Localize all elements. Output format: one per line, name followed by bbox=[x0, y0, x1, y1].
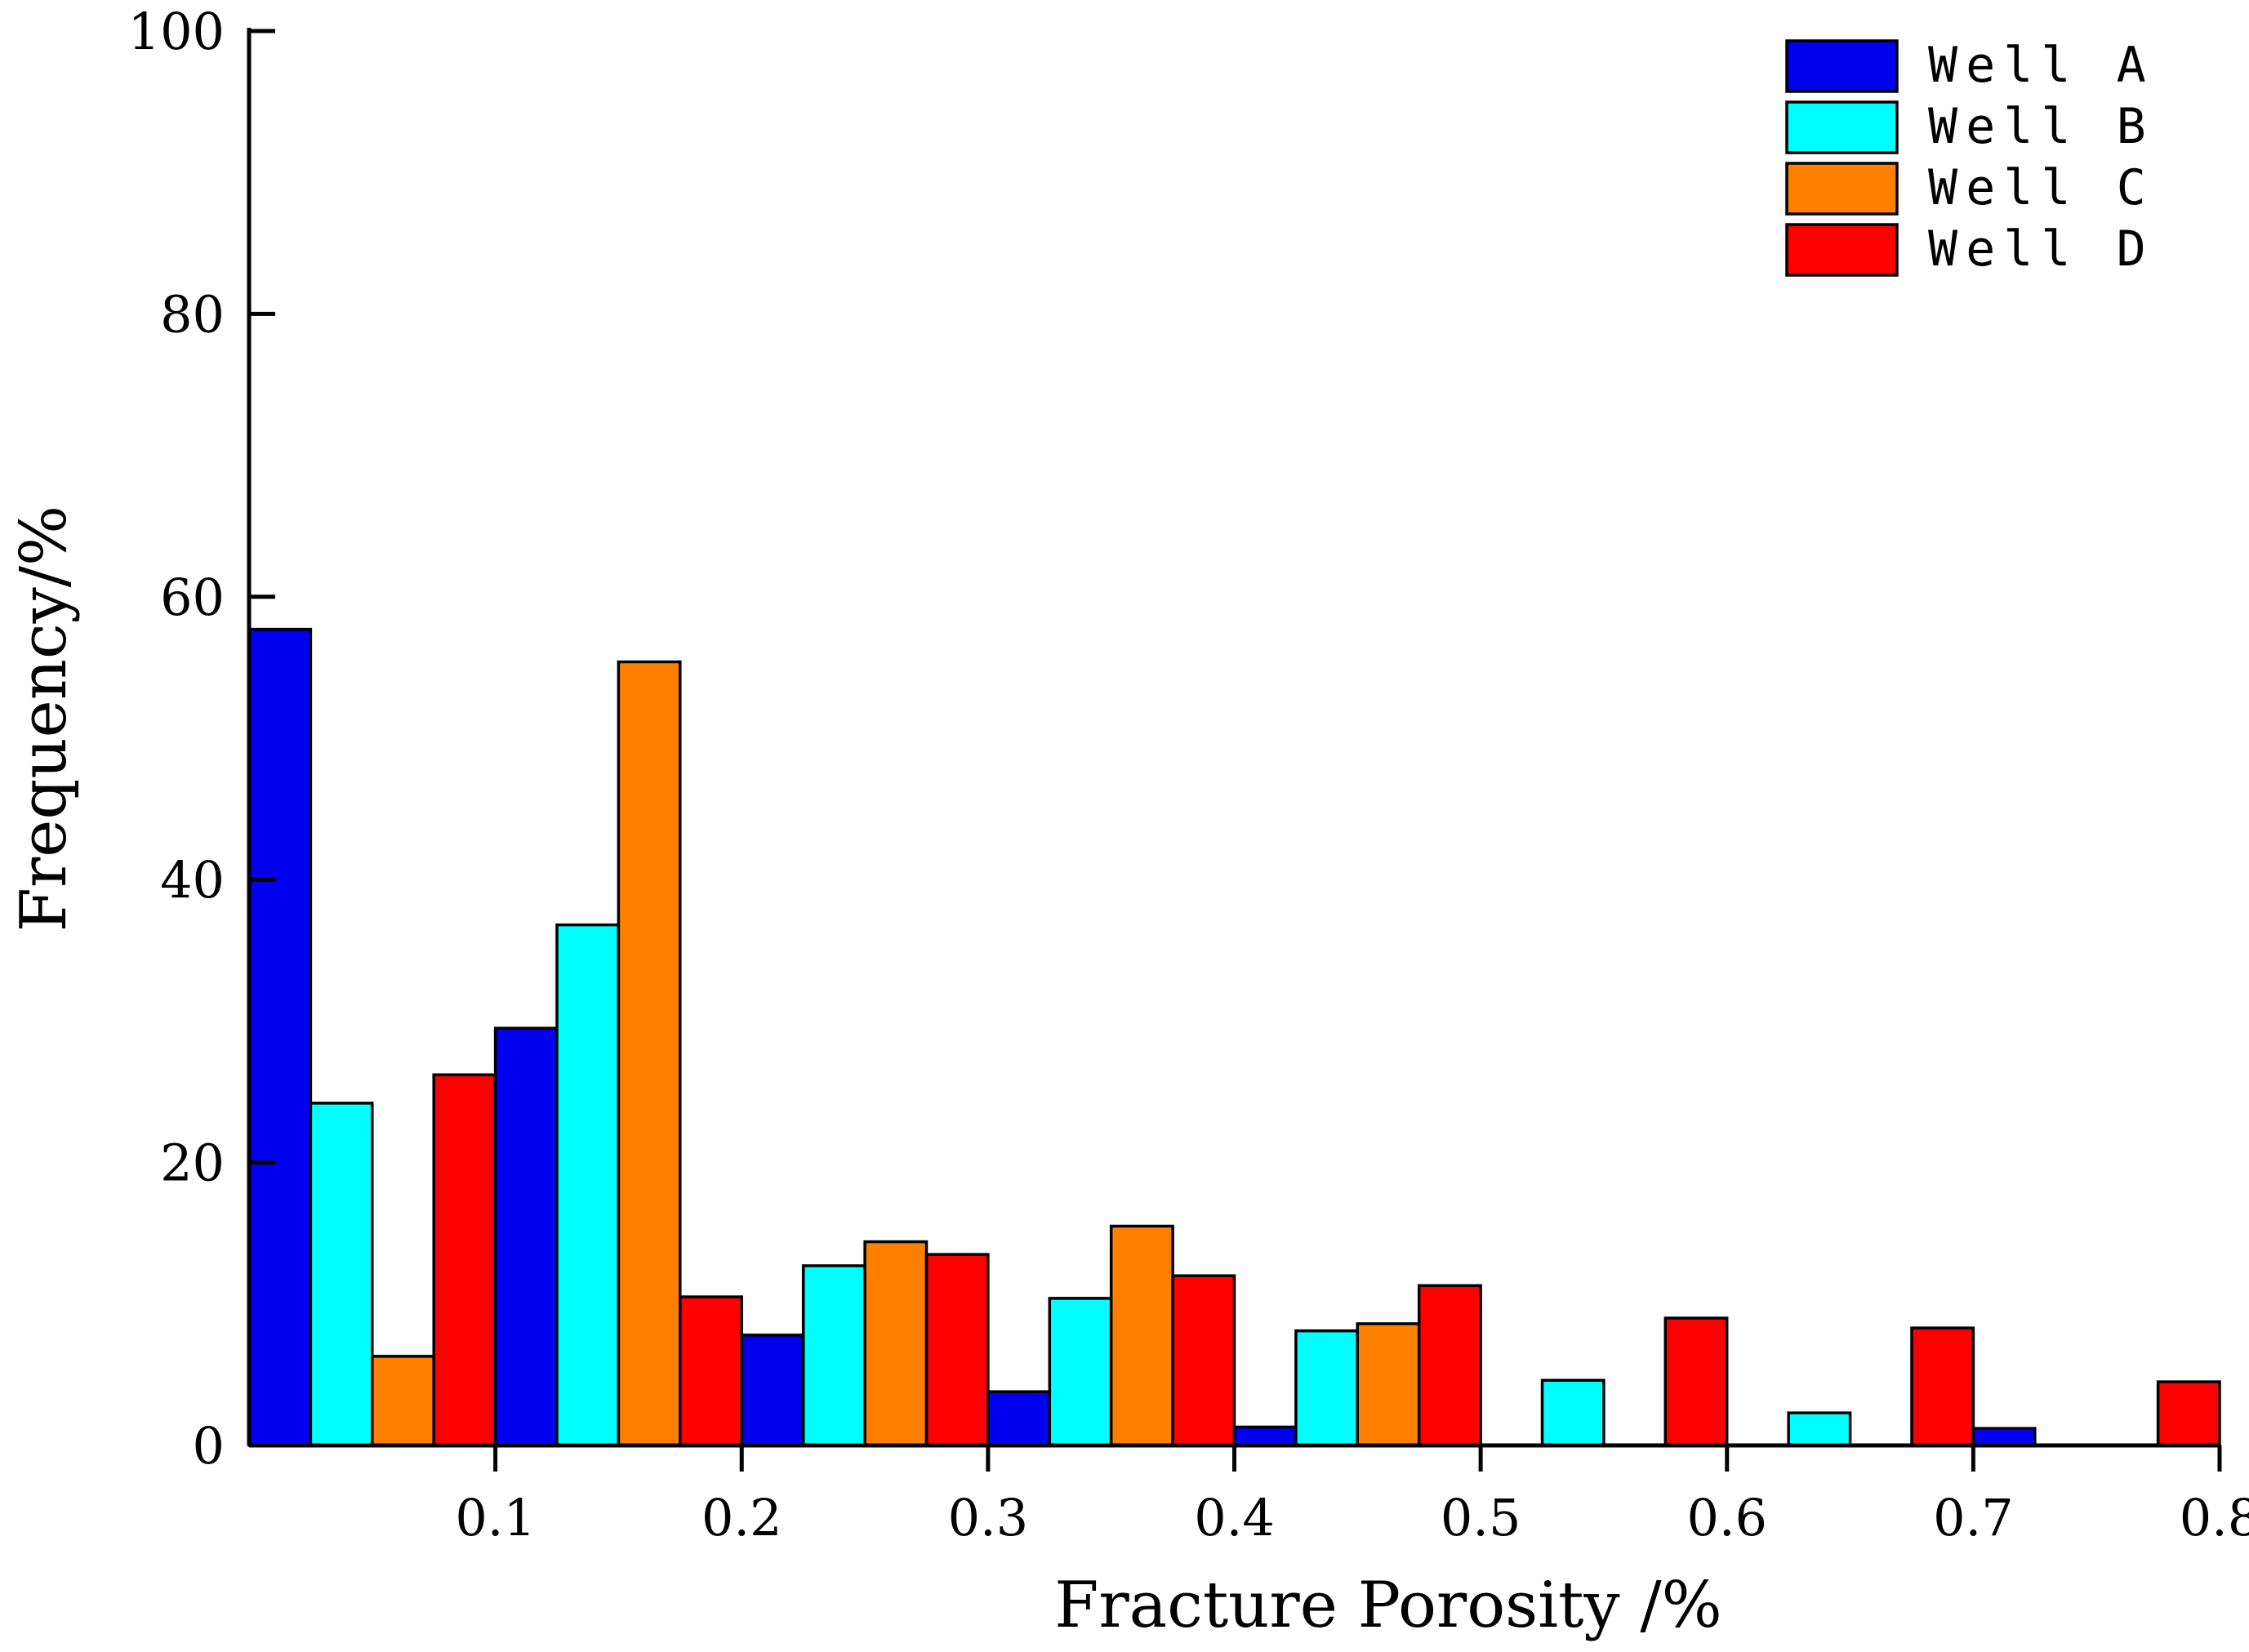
bar-well-b-0.5-0.6 bbox=[1543, 1380, 1604, 1445]
bar-well-d-0.2-0.3 bbox=[927, 1254, 988, 1445]
x-tick-label-0.4: 0.4 bbox=[1194, 1488, 1275, 1547]
legend-label-well-a: Well A bbox=[1928, 37, 2154, 94]
bar-well-d-0.5-0.6 bbox=[1665, 1318, 1726, 1445]
legend-swatch-well-c bbox=[1787, 163, 1897, 214]
bar-well-a-0.2-0.3 bbox=[742, 1335, 803, 1445]
bar-well-b-0.1-0.2 bbox=[557, 925, 618, 1445]
x-tick-label-0.5: 0.5 bbox=[1441, 1488, 1521, 1547]
y-tick-label-40: 40 bbox=[160, 850, 225, 910]
bar-well-c-0.1-0.2 bbox=[618, 662, 679, 1446]
x-tick-label-0.7: 0.7 bbox=[1933, 1488, 2014, 1547]
bar-well-c-0.3-0.4 bbox=[1111, 1227, 1173, 1446]
y-tick-label-100: 100 bbox=[128, 2, 225, 61]
bar-well-b-0.3-0.4 bbox=[1049, 1298, 1111, 1445]
bar-well-d-0.6-0.7 bbox=[1912, 1328, 1973, 1445]
y-axis-title: Frequency/% bbox=[7, 505, 81, 932]
bar-well-d-0.4-0.5 bbox=[1419, 1285, 1481, 1445]
legend-swatch-well-a bbox=[1787, 41, 1897, 91]
bar-well-c-0.4-0.5 bbox=[1357, 1324, 1418, 1445]
bars-layer bbox=[249, 630, 2220, 1445]
x-tick-label-0.1: 0.1 bbox=[455, 1488, 536, 1547]
x-tick-label-0.2: 0.2 bbox=[701, 1488, 782, 1547]
bar-well-a-0.3-0.4 bbox=[988, 1392, 1049, 1445]
bar-well-a-0.4-0.5 bbox=[1235, 1427, 1296, 1446]
legend-swatch-well-b bbox=[1787, 102, 1897, 153]
x-tick-label-0.3: 0.3 bbox=[948, 1488, 1029, 1547]
bar-well-d-0-0.1 bbox=[434, 1075, 495, 1445]
bar-well-d-0.1-0.2 bbox=[680, 1297, 742, 1445]
legend-label-well-c: Well C bbox=[1928, 159, 2154, 216]
y-tick-label-80: 80 bbox=[160, 284, 225, 344]
bar-well-a-0.1-0.2 bbox=[496, 1028, 557, 1445]
y-tick-label-20: 20 bbox=[160, 1133, 225, 1193]
bar-well-b-0.6-0.7 bbox=[1788, 1413, 1850, 1445]
bar-well-d-0.7-0.8 bbox=[2158, 1382, 2220, 1445]
legend-swatch-well-d bbox=[1787, 225, 1897, 275]
bar-well-a-0.7-0.8 bbox=[1973, 1428, 2034, 1445]
bar-well-c-0-0.1 bbox=[372, 1356, 434, 1445]
y-tick-label-60: 60 bbox=[160, 568, 225, 627]
y-tick-label-0: 0 bbox=[193, 1416, 225, 1476]
x-axis-title: Fracture Porosity /% bbox=[1054, 1569, 1722, 1642]
bar-well-d-0.3-0.4 bbox=[1173, 1276, 1234, 1445]
x-tick-label-0.8: 0.8 bbox=[2180, 1488, 2249, 1547]
x-tick-label-0.6: 0.6 bbox=[1686, 1488, 1767, 1547]
bar-well-b-0.4-0.5 bbox=[1296, 1331, 1357, 1445]
legend-label-well-d: Well D bbox=[1928, 220, 2154, 278]
bar-well-b-0.2-0.3 bbox=[804, 1266, 865, 1445]
bar-well-b-0-0.1 bbox=[310, 1103, 372, 1445]
bar-well-a-0-0.1 bbox=[249, 630, 310, 1445]
legend-label-well-b: Well B bbox=[1928, 98, 2154, 155]
bar-well-c-0.2-0.3 bbox=[865, 1242, 926, 1445]
histogram-chart: 0 20 40 60 80 100 0.1 0.2 0.3 0.4 0.5 0.6 0.7 0.8 Wel… bbox=[0, 0, 2249, 1652]
